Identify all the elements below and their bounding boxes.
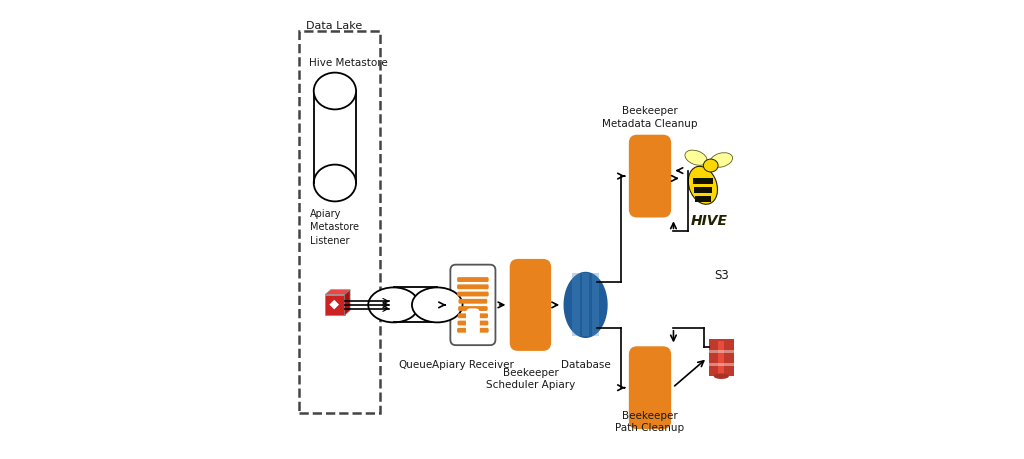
FancyBboxPatch shape — [458, 321, 488, 326]
FancyBboxPatch shape — [709, 350, 734, 353]
Ellipse shape — [313, 73, 356, 110]
Polygon shape — [344, 290, 350, 316]
FancyBboxPatch shape — [458, 307, 487, 311]
Bar — [313, 92, 356, 184]
FancyBboxPatch shape — [458, 313, 488, 319]
Ellipse shape — [688, 167, 718, 205]
FancyBboxPatch shape — [457, 285, 488, 290]
FancyBboxPatch shape — [629, 347, 671, 429]
Text: Data Lake: Data Lake — [306, 21, 362, 31]
Ellipse shape — [412, 288, 463, 323]
Text: Beekeeper
Metadata Cleanup: Beekeeper Metadata Cleanup — [602, 106, 697, 129]
Polygon shape — [592, 274, 599, 336]
Ellipse shape — [703, 160, 718, 173]
FancyBboxPatch shape — [326, 295, 344, 316]
FancyBboxPatch shape — [694, 188, 712, 194]
Ellipse shape — [710, 153, 732, 168]
FancyBboxPatch shape — [695, 197, 711, 203]
Polygon shape — [582, 274, 590, 336]
Ellipse shape — [369, 288, 419, 323]
Text: Queue: Queue — [398, 359, 432, 369]
FancyBboxPatch shape — [693, 179, 713, 185]
FancyBboxPatch shape — [709, 340, 734, 376]
Polygon shape — [326, 290, 350, 295]
Polygon shape — [571, 274, 580, 336]
Ellipse shape — [714, 374, 729, 379]
Text: Beekeeper
Scheduler Apiary: Beekeeper Scheduler Apiary — [485, 367, 575, 390]
FancyBboxPatch shape — [629, 135, 671, 218]
FancyBboxPatch shape — [457, 292, 488, 297]
FancyBboxPatch shape — [466, 309, 480, 336]
Ellipse shape — [685, 151, 707, 166]
Text: HIVE: HIVE — [690, 213, 727, 227]
Text: Apiary Receiver: Apiary Receiver — [432, 359, 514, 369]
FancyBboxPatch shape — [457, 278, 488, 282]
FancyBboxPatch shape — [718, 341, 724, 375]
FancyBboxPatch shape — [451, 265, 496, 345]
Text: S3: S3 — [714, 269, 729, 281]
FancyBboxPatch shape — [510, 259, 551, 351]
FancyBboxPatch shape — [709, 363, 734, 366]
Ellipse shape — [313, 165, 356, 202]
Polygon shape — [330, 300, 339, 310]
Text: Beekeeper
Path Cleanup: Beekeeper Path Cleanup — [615, 410, 685, 432]
Bar — [393, 288, 437, 323]
Text: Apiary
Metastore
Listener: Apiary Metastore Listener — [309, 209, 358, 245]
Text: Hive Metastore: Hive Metastore — [308, 57, 387, 67]
FancyBboxPatch shape — [459, 299, 487, 304]
Text: Database: Database — [561, 359, 610, 369]
Polygon shape — [563, 272, 607, 338]
FancyBboxPatch shape — [457, 328, 488, 333]
